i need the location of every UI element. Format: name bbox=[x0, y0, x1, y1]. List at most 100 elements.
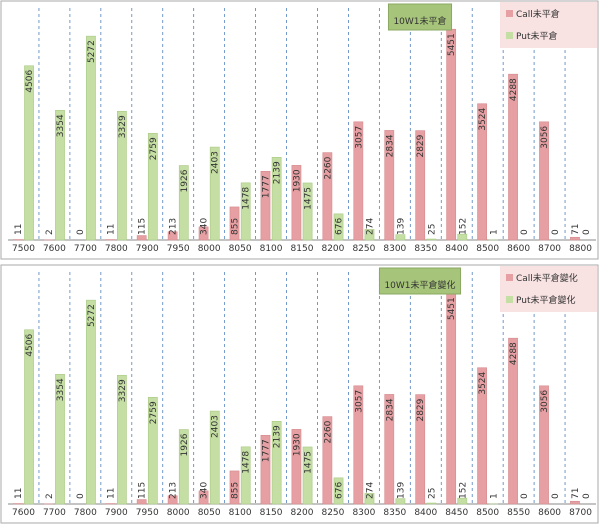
x-tick-label: 8700 bbox=[538, 244, 561, 254]
legend: Call未平倉 Put未平倉 bbox=[500, 2, 597, 48]
bar bbox=[291, 165, 302, 241]
title-group: 10W1未平倉變化 bbox=[378, 267, 462, 295]
data-label: 139 bbox=[396, 218, 406, 235]
data-label: 2829 bbox=[416, 134, 426, 157]
bar bbox=[364, 493, 375, 505]
x-tick-label: 8200 bbox=[291, 508, 314, 518]
data-label: 2 bbox=[45, 229, 55, 235]
bar bbox=[240, 182, 251, 241]
bar bbox=[260, 170, 271, 241]
x-tick-label: 8350 bbox=[383, 508, 406, 518]
bar bbox=[446, 292, 457, 505]
legend-swatch bbox=[506, 274, 513, 281]
data-label: 71 bbox=[571, 224, 581, 235]
bar bbox=[333, 213, 344, 241]
bar bbox=[384, 130, 395, 241]
bar bbox=[539, 121, 549, 241]
chart-title: 10W1未平倉 bbox=[393, 15, 446, 27]
data-label: 274 bbox=[365, 482, 375, 499]
legend-swatch bbox=[506, 10, 513, 17]
data-label: 855 bbox=[231, 482, 241, 499]
data-label: 4288 bbox=[509, 342, 519, 365]
chart-title: 10W1未平倉變化 bbox=[384, 279, 455, 291]
bar bbox=[302, 182, 313, 241]
x-tick-label: 7950 bbox=[167, 244, 190, 254]
legend-box bbox=[500, 2, 597, 48]
bar bbox=[178, 165, 189, 241]
data-label: 115 bbox=[138, 482, 148, 499]
bar bbox=[167, 231, 178, 241]
data-label: 0 bbox=[551, 493, 561, 499]
x-tick-label: 8600 bbox=[538, 508, 561, 518]
legend-label: Put未平倉 bbox=[516, 30, 558, 42]
data-label: 855 bbox=[231, 218, 241, 235]
data-label: 152 bbox=[458, 218, 468, 235]
bar bbox=[240, 446, 251, 505]
bar bbox=[147, 397, 158, 505]
data-label: 0 bbox=[76, 229, 86, 235]
x-tick-label: 8450 bbox=[445, 508, 468, 518]
data-label: 5272 bbox=[87, 40, 97, 63]
bar bbox=[322, 152, 333, 241]
data-label: 2139 bbox=[273, 425, 283, 448]
x-tick-label: 8350 bbox=[414, 244, 437, 254]
data-label: 1930 bbox=[292, 433, 302, 456]
data-label: 11 bbox=[14, 488, 24, 499]
legend: Call未平倉變化 Put未平倉變化 bbox=[500, 266, 597, 312]
data-label: 4506 bbox=[25, 333, 35, 356]
x-tick-label: 7800 bbox=[74, 508, 97, 518]
x-tick-label: 8500 bbox=[476, 508, 499, 518]
bar bbox=[570, 500, 580, 505]
bar bbox=[395, 498, 406, 505]
data-label: 3056 bbox=[540, 126, 550, 149]
bar bbox=[229, 206, 240, 241]
data-label: 1475 bbox=[304, 451, 314, 474]
data-label: 152 bbox=[458, 482, 468, 499]
data-label: 1478 bbox=[242, 187, 252, 210]
data-label: 2260 bbox=[323, 156, 333, 179]
data-label: 2834 bbox=[385, 398, 395, 421]
panel-border bbox=[0, 0, 599, 260]
x-tick-label: 8200 bbox=[321, 244, 344, 254]
data-label: 5272 bbox=[87, 304, 97, 327]
x-tick-label: 7500 bbox=[12, 244, 35, 254]
data-label: 1930 bbox=[292, 169, 302, 192]
data-label: 3354 bbox=[56, 114, 66, 137]
data-label: 3057 bbox=[354, 390, 364, 413]
data-label: 3524 bbox=[478, 371, 488, 394]
bar bbox=[570, 236, 580, 241]
bar bbox=[395, 234, 406, 241]
data-label: 1 bbox=[489, 493, 499, 499]
bar bbox=[415, 394, 426, 505]
x-tick-label: 7700 bbox=[43, 508, 66, 518]
bar bbox=[364, 229, 375, 241]
bar bbox=[136, 235, 147, 241]
bar bbox=[271, 156, 282, 241]
bar bbox=[384, 394, 395, 505]
x-tick-label: 8000 bbox=[167, 508, 190, 518]
data-label: 2403 bbox=[211, 415, 221, 438]
data-label: 274 bbox=[365, 218, 375, 235]
bar bbox=[508, 337, 518, 505]
x-tick-label: 8300 bbox=[383, 244, 406, 254]
bar bbox=[271, 420, 282, 505]
x-tick-label: 8050 bbox=[198, 508, 221, 518]
bar bbox=[426, 238, 437, 241]
data-label: 0 bbox=[520, 229, 530, 235]
legend-swatch bbox=[506, 32, 513, 39]
bar bbox=[426, 502, 437, 505]
data-label: 2260 bbox=[323, 420, 333, 443]
bar bbox=[55, 110, 65, 241]
bar bbox=[198, 490, 209, 505]
data-label: 71 bbox=[571, 488, 581, 499]
legend-box bbox=[500, 266, 597, 312]
bar bbox=[508, 73, 518, 241]
title-group: 10W1未平倉 bbox=[387, 3, 453, 31]
data-label: 3524 bbox=[478, 107, 488, 130]
data-label: 2403 bbox=[211, 151, 221, 174]
data-label: 5451 bbox=[447, 297, 457, 320]
data-label: 4506 bbox=[25, 69, 35, 92]
data-label: 0 bbox=[551, 229, 561, 235]
data-label: 340 bbox=[200, 218, 210, 235]
data-label: 5451 bbox=[447, 33, 457, 56]
